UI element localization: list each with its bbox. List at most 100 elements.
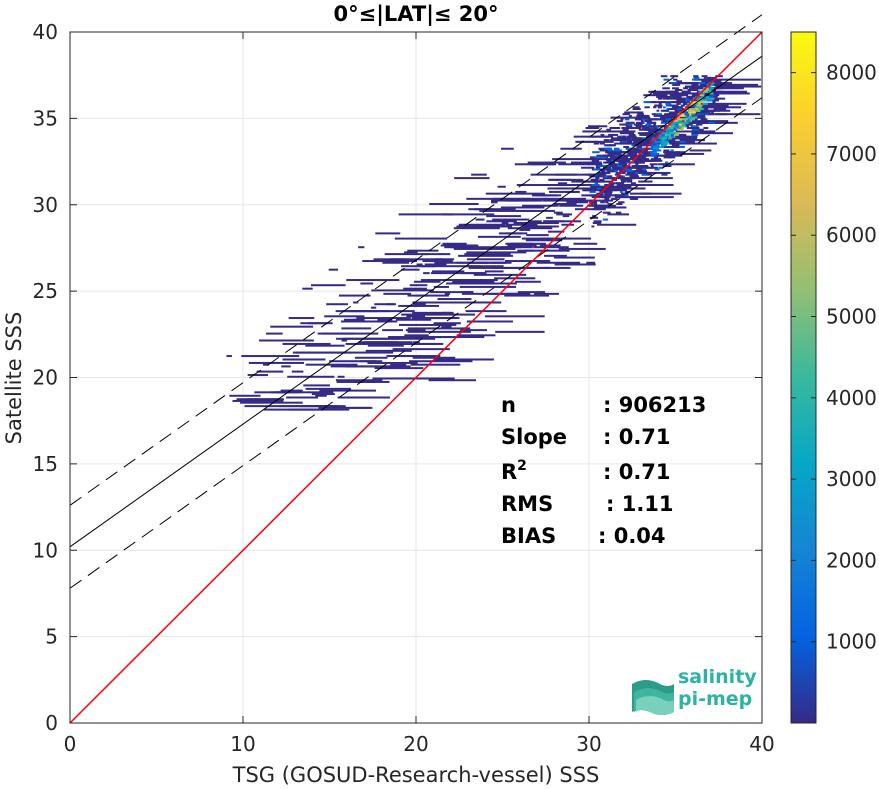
density-cell: [410, 363, 461, 366]
density-cell: [616, 175, 623, 178]
density-cell: [675, 82, 684, 85]
density-cell: [623, 146, 629, 149]
density-cell: [608, 206, 613, 209]
x-tick-label: 40: [749, 732, 774, 756]
density-cell: [517, 291, 546, 294]
density-cell: [621, 127, 630, 130]
density-cell: [559, 204, 584, 207]
density-cell: [416, 263, 423, 266]
density-cell: [659, 154, 669, 157]
density-cell: [354, 356, 388, 359]
density-cell: [403, 287, 427, 290]
density-cell: [650, 154, 657, 157]
density-cell: [658, 102, 662, 105]
density-cell: [610, 137, 619, 140]
density-cell: [718, 78, 761, 81]
density-cell: [590, 158, 594, 161]
density-cell: [597, 165, 606, 168]
density-cell: [542, 197, 587, 200]
density-cell: [625, 121, 630, 124]
density-cell: [663, 151, 686, 154]
density-cell: [346, 279, 400, 282]
density-cell: [628, 158, 634, 161]
density-cell: [528, 220, 542, 223]
density-cell: [705, 130, 714, 133]
density-cell: [668, 137, 672, 140]
density-cell: [652, 142, 656, 145]
density-cell: [662, 140, 669, 143]
density-cell: [660, 139, 665, 142]
density-cell: [667, 151, 672, 154]
density-cell: [412, 356, 456, 359]
density-cell: [688, 95, 692, 98]
density-cell: [624, 194, 629, 197]
density-cell: [661, 173, 668, 176]
density-cell: [598, 192, 604, 195]
density-cell: [691, 132, 700, 135]
density-cell: [715, 85, 722, 88]
density-cell: [605, 151, 611, 154]
density-cell: [690, 102, 696, 105]
density-cell: [683, 114, 688, 117]
density-cell: [546, 216, 553, 219]
density-cell: [241, 355, 300, 358]
density-cell: [650, 165, 654, 168]
density-cell: [664, 95, 678, 98]
density-cell: [382, 329, 404, 332]
density-cell: [646, 135, 654, 138]
density-cell: [594, 204, 599, 207]
density-cell: [633, 123, 643, 126]
density-cell: [466, 320, 513, 323]
density-cell: [706, 85, 711, 88]
density-cell: [552, 158, 581, 161]
density-cell: [620, 185, 630, 188]
density-cell: [622, 166, 627, 169]
y-tick-label: 15: [33, 452, 58, 476]
density-cell: [686, 127, 696, 130]
density-cell: [615, 171, 619, 174]
density-cell: [668, 139, 676, 142]
density-cell: [681, 130, 716, 133]
density-cell: [617, 196, 630, 199]
stat-value: : 0.04: [598, 524, 666, 548]
density-cell: [639, 171, 644, 174]
density-cell: [694, 109, 701, 112]
density-cell: [507, 220, 517, 223]
density-cell: [702, 108, 708, 111]
density-cell: [627, 123, 633, 126]
density-cell: [659, 146, 663, 149]
density-cell: [688, 111, 693, 114]
density-cell: [429, 203, 479, 206]
density-cell: [226, 355, 232, 358]
density-cell: [628, 114, 632, 117]
density-cell: [610, 139, 613, 142]
density-cell: [663, 156, 672, 159]
density-cell: [515, 280, 541, 283]
density-cell: [262, 363, 270, 366]
density-cell: [640, 152, 649, 155]
density-cell: [689, 149, 712, 152]
density-cell: [658, 137, 665, 140]
density-cell: [582, 189, 594, 192]
density-cell: [631, 144, 635, 147]
density-cell: [627, 152, 635, 155]
density-cell: [590, 203, 594, 206]
density-cell: [619, 170, 648, 173]
density-cell: [648, 130, 655, 133]
density-cell: [679, 92, 683, 95]
density-cell: [646, 118, 656, 121]
density-cell: [591, 225, 595, 228]
density-cell: [709, 87, 714, 90]
density-cell: [639, 147, 646, 150]
density-cell: [677, 118, 684, 121]
density-cell: [515, 209, 555, 212]
density-cell: [699, 97, 703, 100]
density-cell: [650, 158, 659, 161]
density-cell: [437, 298, 472, 301]
density-cell: [669, 108, 676, 111]
density-cell: [710, 97, 726, 100]
density-cell: [373, 258, 406, 261]
density-cell: [606, 128, 612, 131]
density-cell: [423, 272, 430, 275]
density-cell: [430, 272, 484, 275]
